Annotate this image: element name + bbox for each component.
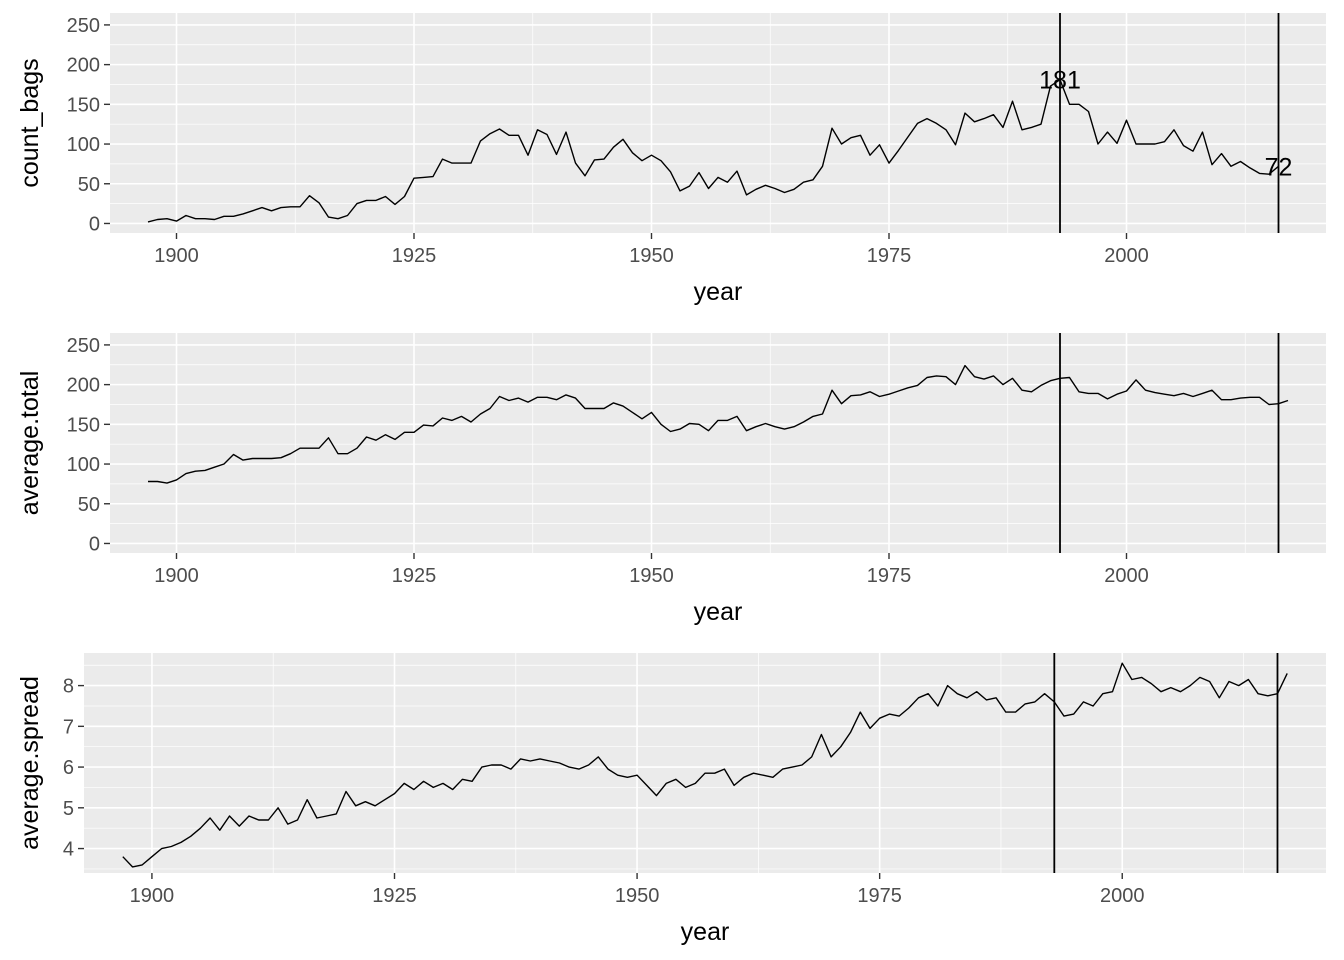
y-axis-title: average.spread bbox=[16, 676, 44, 850]
x-tick-label: 1925 bbox=[372, 885, 417, 907]
y-axis-title: average.total bbox=[16, 371, 44, 516]
x-axis-title: year bbox=[694, 598, 743, 626]
y-tick-label: 50 bbox=[78, 494, 100, 516]
y-tick-label: 0 bbox=[89, 533, 100, 555]
x-tick-label: 1950 bbox=[629, 565, 674, 587]
y-tick-label: 50 bbox=[78, 174, 100, 196]
y-tick-label: 250 bbox=[67, 335, 100, 357]
y-tick-label: 200 bbox=[67, 55, 100, 77]
y-tick-label: 6 bbox=[63, 757, 74, 779]
x-tick-label: 2000 bbox=[1104, 565, 1149, 587]
series-line bbox=[122, 662, 1288, 868]
x-tick-label: 1925 bbox=[392, 245, 437, 267]
panel-background bbox=[110, 333, 1326, 553]
y-tick-label: 250 bbox=[67, 15, 100, 37]
x-tick-label: 2000 bbox=[1104, 245, 1149, 267]
y-tick-label: 100 bbox=[67, 454, 100, 476]
series-line bbox=[148, 364, 1289, 484]
x-tick-label: 1950 bbox=[629, 245, 674, 267]
y-tick-label: 8 bbox=[63, 676, 74, 698]
series-line bbox=[147, 78, 1279, 223]
panel-1: 1900 1925 1950 1975 2000 0 50 100 150 200 250 181 72… bbox=[16, 13, 1326, 306]
data-annotation: 72 bbox=[1265, 153, 1293, 181]
x-tick-label: 2000 bbox=[1100, 885, 1145, 907]
x-tick-label: 1950 bbox=[615, 885, 660, 907]
x-tick-label: 1975 bbox=[857, 885, 902, 907]
x-tick-label: 1900 bbox=[130, 885, 175, 907]
y-tick-label: 4 bbox=[63, 839, 74, 861]
x-tick-label: 1900 bbox=[154, 565, 199, 587]
data-annotation: 181 bbox=[1039, 67, 1081, 95]
x-axis-title: year bbox=[694, 278, 743, 306]
x-axis-title: year bbox=[681, 918, 730, 946]
panel-background bbox=[84, 653, 1326, 873]
y-tick-label: 5 bbox=[63, 798, 74, 820]
y-tick-label: 0 bbox=[89, 213, 100, 235]
panel-background bbox=[110, 13, 1326, 233]
y-axis-title: count_bags bbox=[16, 58, 44, 187]
panel-2: 1900 1925 1950 1975 2000 0 50 100 150 200 250 year a… bbox=[16, 333, 1326, 626]
y-tick-label: 100 bbox=[67, 134, 100, 156]
y-tick-label: 7 bbox=[63, 716, 74, 738]
y-tick-label: 200 bbox=[67, 375, 100, 397]
x-tick-label: 1975 bbox=[867, 245, 912, 267]
x-tick-label: 1900 bbox=[154, 245, 199, 267]
y-tick-label: 150 bbox=[67, 414, 100, 436]
x-tick-label: 1925 bbox=[392, 565, 437, 587]
panel-3: 1900 1925 1950 1975 2000 4 5 6 7 8 year average.spr… bbox=[16, 653, 1326, 946]
y-tick-label: 150 bbox=[67, 94, 100, 116]
x-tick-label: 1975 bbox=[867, 565, 912, 587]
